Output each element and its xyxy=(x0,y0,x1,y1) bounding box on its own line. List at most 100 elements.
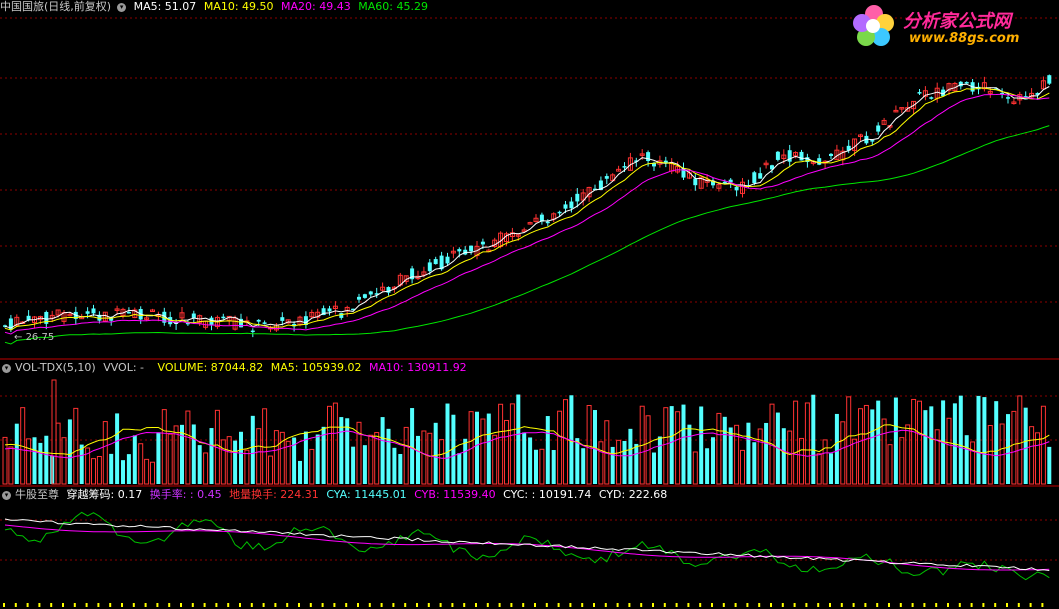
candle-body xyxy=(221,316,226,319)
site-logo[interactable]: 分析家公式网 www.88gs.com xyxy=(851,3,1051,51)
candle-body xyxy=(987,90,993,94)
ground-turnover-value: 地量换手: 224.31 xyxy=(229,488,319,501)
candle-body xyxy=(539,214,544,222)
candle-body xyxy=(309,311,315,318)
candle-body xyxy=(285,319,291,324)
volume-bar xyxy=(970,441,976,485)
chevron-down-icon[interactable]: ▾ xyxy=(117,2,127,12)
volume-bar xyxy=(126,454,131,484)
volume-bar xyxy=(279,431,285,485)
volume-bar xyxy=(403,426,409,485)
volume-bar xyxy=(173,425,179,485)
volume-bar xyxy=(197,445,202,484)
volume-bar xyxy=(226,436,232,485)
candle-body xyxy=(693,178,698,186)
volume-bar xyxy=(876,400,881,484)
volume-bar xyxy=(374,432,380,485)
candle-body xyxy=(327,308,332,312)
volume-bar xyxy=(463,438,468,484)
indicator-name[interactable]: 牛股至尊 xyxy=(15,488,59,501)
ma10-line xyxy=(4,87,1050,331)
volume-bar xyxy=(392,447,397,484)
indicator-tick xyxy=(722,603,725,607)
candle-body xyxy=(1011,101,1017,105)
indicator-tick xyxy=(416,603,418,607)
low-price-marker: ← 26.75 xyxy=(14,332,55,343)
volume-bar xyxy=(528,437,533,484)
candle-body xyxy=(711,180,715,186)
indicator-tick xyxy=(1017,603,1020,607)
candle-body xyxy=(793,152,799,157)
candle-body xyxy=(239,318,243,328)
low-price-value: 26.75 xyxy=(25,332,55,343)
volume-bar xyxy=(740,449,745,485)
indicator-tick xyxy=(852,603,855,607)
candle-body xyxy=(109,317,114,321)
vol-indicator-name[interactable]: VOL-TDX(5,10) xyxy=(15,361,96,374)
volume-bar xyxy=(622,440,627,484)
indicator-tick xyxy=(628,603,631,607)
candle-body xyxy=(515,234,521,237)
indicator-tick xyxy=(286,603,289,607)
volume-bar xyxy=(327,405,332,485)
candle-body xyxy=(1000,92,1005,95)
indicator-green-line xyxy=(4,511,1050,581)
chevron-down-icon[interactable]: ▾ xyxy=(2,363,11,373)
volume-bar xyxy=(569,395,574,484)
candle-body xyxy=(728,179,733,183)
volume-bar xyxy=(722,416,727,484)
indicator-tick xyxy=(958,603,961,607)
stock-title[interactable]: 中国国旅(日线,前复权) xyxy=(0,0,112,13)
candle-body xyxy=(280,317,285,321)
indicator-tick xyxy=(298,603,300,607)
candle-body xyxy=(344,306,350,312)
volume-bar xyxy=(262,408,268,485)
candle-body xyxy=(26,315,31,321)
indicator-tick xyxy=(26,603,29,607)
indicator-tick xyxy=(73,603,76,607)
candle-body xyxy=(321,308,326,316)
volume-bar xyxy=(8,446,14,485)
indicator-tick xyxy=(805,603,808,607)
volume-bar xyxy=(764,422,769,484)
indicator-tick xyxy=(510,603,513,607)
candle-body xyxy=(450,250,456,254)
volume-bar xyxy=(256,428,262,485)
volume-bar xyxy=(881,418,887,485)
candle-body xyxy=(362,294,367,298)
indicator-tick xyxy=(840,603,843,607)
candle-body xyxy=(829,153,833,157)
volume-bar xyxy=(692,451,698,485)
vvol-value: VVOL: - xyxy=(103,361,145,374)
indicator-tick xyxy=(3,603,5,607)
volume-bar xyxy=(356,421,362,485)
indicator-tick xyxy=(640,603,643,607)
volume-bar xyxy=(315,434,320,484)
cyc-value: CYC: : 10191.74 xyxy=(503,488,592,501)
volume-bar xyxy=(887,444,893,485)
candle-body xyxy=(775,151,780,160)
indicator-tick xyxy=(486,603,489,607)
indicator-tick xyxy=(227,603,230,607)
candle-body xyxy=(663,160,668,163)
volume-ma10-line xyxy=(4,429,1050,459)
volume-bar xyxy=(616,439,622,485)
candle-body xyxy=(521,229,527,232)
volume-bar xyxy=(787,430,793,485)
candle-body xyxy=(787,150,792,162)
candle-body xyxy=(457,249,462,252)
volume-bar xyxy=(398,453,403,484)
indicator-tick xyxy=(899,603,902,607)
candle-body xyxy=(85,311,90,314)
indicator-tick xyxy=(62,603,64,607)
chevron-down-icon[interactable]: ▾ xyxy=(2,490,11,500)
volume-bar xyxy=(551,450,556,484)
candle-body xyxy=(646,152,651,161)
indicator-tick xyxy=(121,603,123,607)
indicator-tick xyxy=(191,603,194,607)
indicator-tick xyxy=(994,603,997,607)
indicator-tick xyxy=(144,603,147,607)
candle-body xyxy=(580,192,586,201)
indicator-lines xyxy=(3,511,1050,607)
